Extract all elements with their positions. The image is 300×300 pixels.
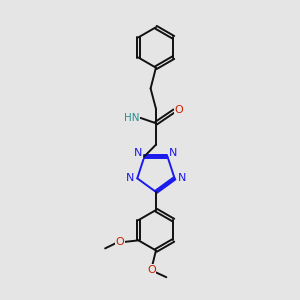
Text: O: O [116,237,124,247]
Text: O: O [175,105,184,115]
Text: N: N [126,173,134,183]
Text: N: N [178,173,186,183]
Text: N: N [169,148,178,158]
Text: HN: HN [124,113,140,123]
Text: N: N [134,148,143,158]
Text: O: O [147,265,156,275]
